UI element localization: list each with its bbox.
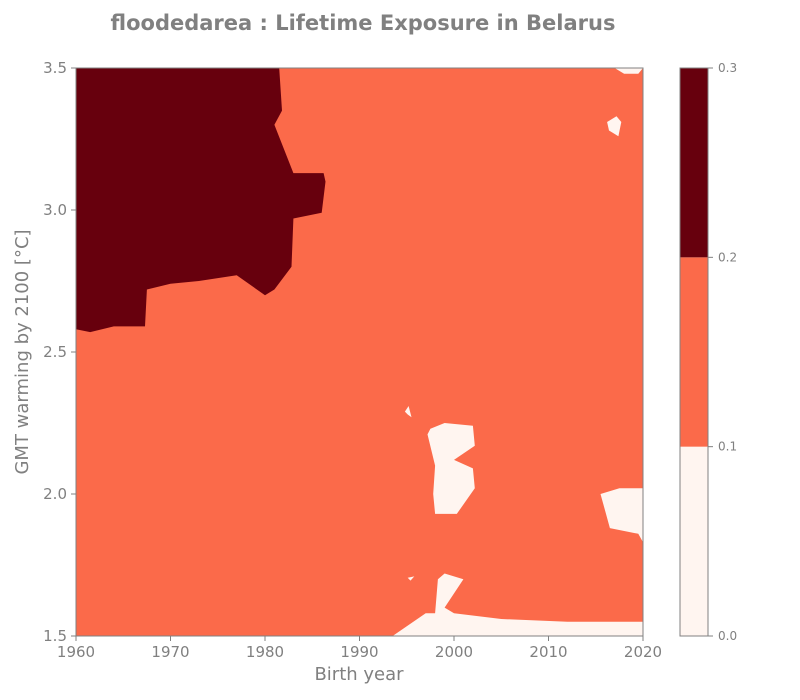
colorbar-tick-label-0.3: 0.3 bbox=[718, 61, 737, 75]
y-tick-label-2.0: 2.0 bbox=[43, 485, 67, 503]
y-axis-label: GMT warming by 2100 [°C] bbox=[12, 229, 33, 474]
x-tick-label-1980: 1980 bbox=[246, 643, 284, 661]
colorbar-tick-label-0.2: 0.2 bbox=[718, 250, 737, 264]
colorbar-segment-2 bbox=[680, 257, 708, 447]
contour-region-2 bbox=[427, 423, 475, 514]
x-tick-label-2020: 2020 bbox=[624, 643, 662, 661]
x-tick-label-2000: 2000 bbox=[435, 643, 473, 661]
contour-region-8 bbox=[407, 576, 415, 581]
contour-region-1 bbox=[76, 68, 326, 333]
colorbar: 0.0 0.1 0.2 0.3 bbox=[679, 61, 737, 643]
chart-title: floodedarea : Lifetime Exposure in Belar… bbox=[110, 11, 616, 35]
x-axis-label: Birth year bbox=[314, 664, 404, 685]
x-tick-label-1960: 1960 bbox=[57, 643, 95, 661]
x-tick-label-1990: 1990 bbox=[340, 643, 378, 661]
contour-region-3 bbox=[392, 573, 643, 636]
contour-region-4 bbox=[600, 488, 643, 543]
colorbar-tick-label-0.0: 0.0 bbox=[718, 629, 737, 643]
x-tick-label-1970: 1970 bbox=[151, 643, 189, 661]
axes: 1960 1970 1980 1990 2000 2010 2020 1.5 2.0 2.5 3.0… bbox=[43, 59, 662, 661]
x-tick-label-2010: 2010 bbox=[529, 643, 567, 661]
plot-area bbox=[76, 68, 643, 636]
colorbar-frame bbox=[679, 67, 709, 637]
y-tick-label-1.5: 1.5 bbox=[43, 627, 67, 645]
colorbar-segment-1 bbox=[680, 446, 708, 636]
colorbar-tick-label-0.1: 0.1 bbox=[718, 440, 737, 454]
y-tick-label-3.5: 3.5 bbox=[43, 59, 67, 77]
contour-region-7 bbox=[404, 406, 412, 418]
y-tick-label-2.5: 2.5 bbox=[43, 343, 67, 361]
contour-region-5 bbox=[614, 68, 643, 74]
contour-region-6 bbox=[607, 116, 622, 137]
colorbar-segment-3 bbox=[680, 68, 708, 258]
y-tick-label-3.0: 3.0 bbox=[43, 201, 67, 219]
